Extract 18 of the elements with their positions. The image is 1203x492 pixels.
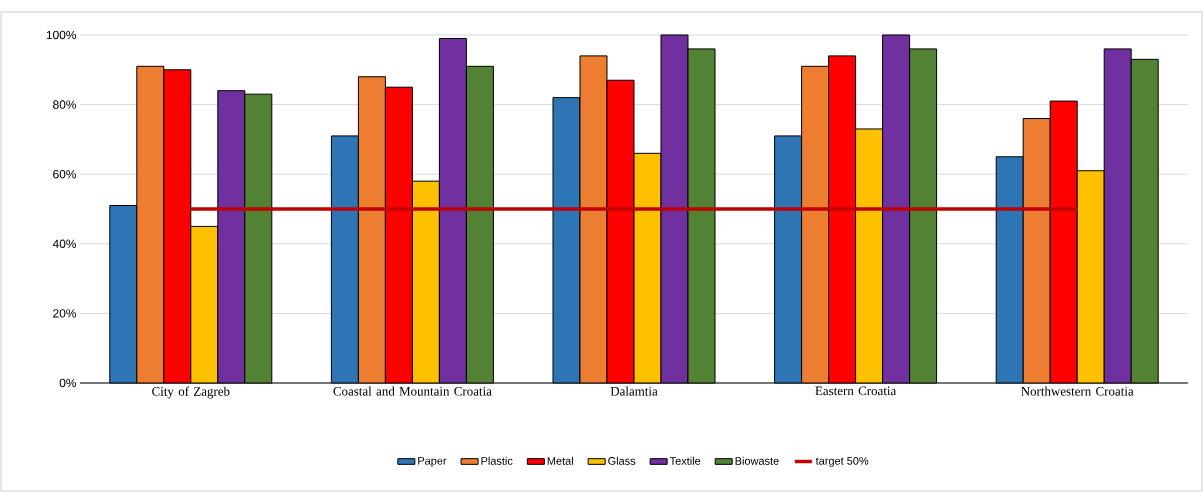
y-tick-label: 20% — [53, 309, 77, 318]
legend-label: Textile — [669, 456, 701, 465]
x-tick-label: Northwestern Croatia — [1021, 386, 1134, 396]
y-tick-label: 100% — [46, 30, 77, 40]
y-tick-label: 60% — [53, 169, 77, 179]
legend-label: Paper — [418, 456, 447, 467]
legend-label: target 50% — [815, 456, 869, 467]
x-tick-label: Coastal and Mountain Croatia — [333, 386, 492, 396]
y-tick-label: 0% — [59, 378, 77, 388]
legend-label: Glass — [608, 456, 636, 465]
x-tick-label: Eastern Croatia — [815, 386, 897, 396]
legend-label: Biowaste — [735, 456, 779, 465]
x-tick-label: Dalamtia — [610, 386, 658, 396]
y-tick-label: 40% — [52, 239, 77, 249]
x-tick-label: City of Zagreb — [152, 386, 230, 399]
legend-label: Metal — [547, 456, 573, 465]
legend-label: Plastic — [481, 456, 513, 465]
y-tick-label: 80% — [53, 100, 77, 109]
